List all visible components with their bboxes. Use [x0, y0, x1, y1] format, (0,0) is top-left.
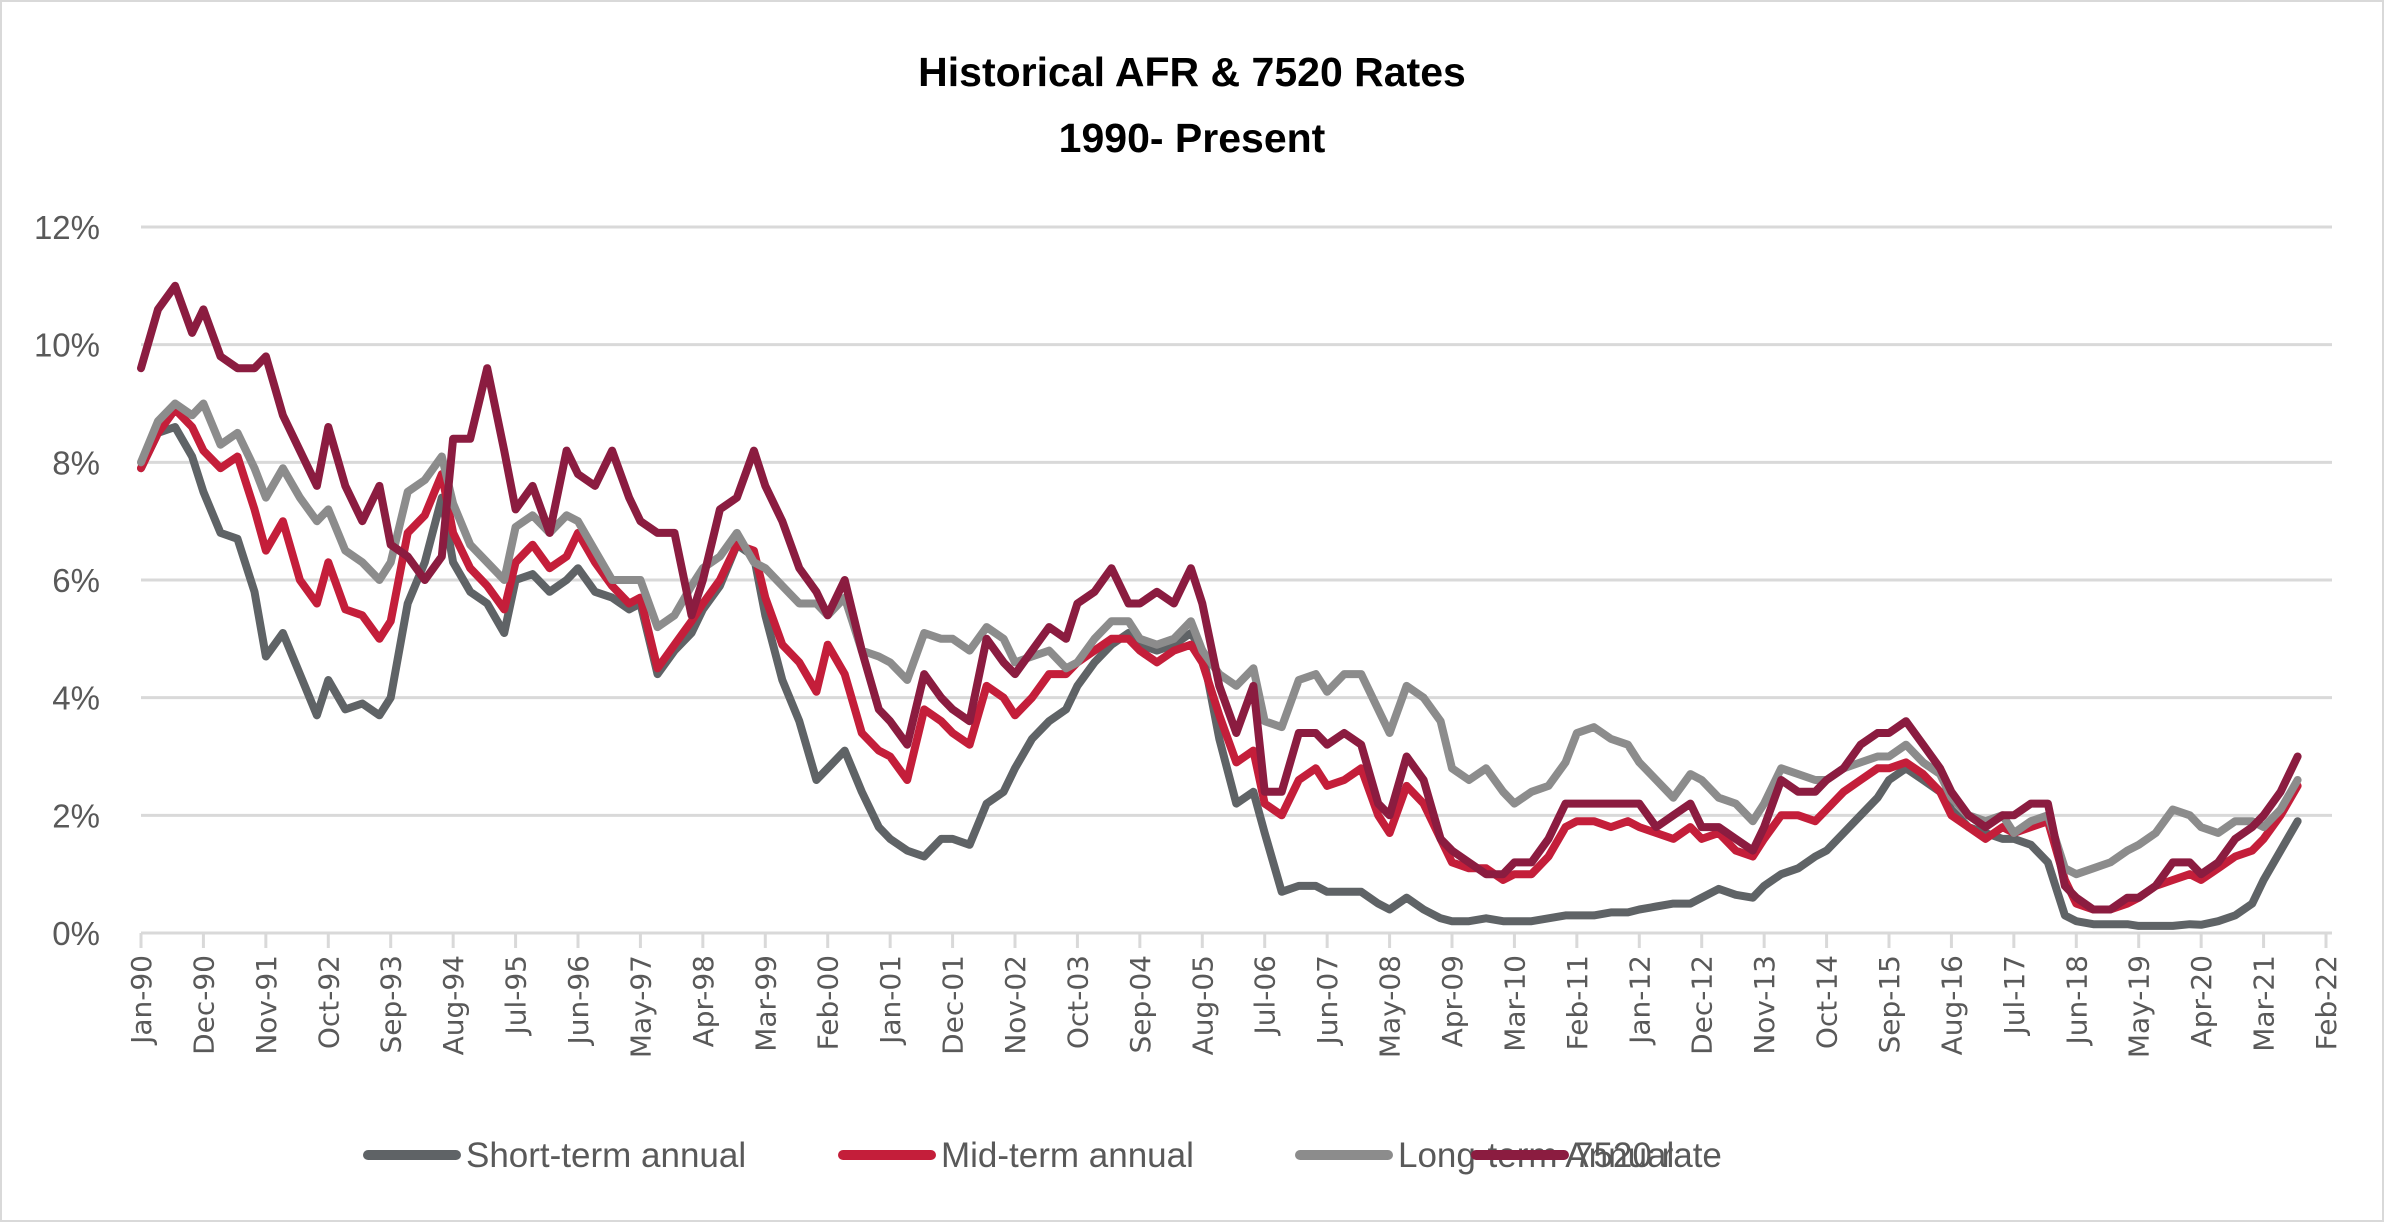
x-tick-label: Feb-22 — [2310, 955, 2343, 1050]
legend-label: Mid-term annual — [941, 1136, 1194, 1175]
x-tick-label: Nov-91 — [250, 955, 283, 1055]
x-tick-label: Mar-21 — [2248, 955, 2281, 1052]
series-lines — [137, 281, 2302, 930]
x-tick-label: Aug-16 — [1935, 955, 1968, 1055]
x-tick-label: Aug-05 — [1186, 955, 1219, 1055]
x-tick-label: Jan-01 — [874, 955, 907, 1046]
x-tick-label: Dec-90 — [187, 955, 220, 1055]
y-tick-label: 10% — [34, 327, 100, 364]
y-tick-label: 12% — [34, 209, 100, 246]
x-tick-label: Mar-10 — [1498, 955, 1531, 1052]
x-tick-label: Nov-02 — [999, 955, 1032, 1055]
x-tick-label: Jul-95 — [500, 955, 533, 1037]
x-tick-label: Aug-94 — [437, 955, 470, 1055]
y-tick-label: 6% — [52, 562, 100, 599]
x-tick-label: Apr-20 — [2185, 955, 2218, 1047]
legend-label: Short-term annual — [466, 1136, 746, 1175]
y-tick-label: 0% — [52, 915, 100, 952]
x-tick-label: Feb-11 — [1561, 955, 1594, 1050]
x-tick-label: Jul-17 — [1998, 955, 2031, 1037]
legend-item: 7520 rate — [1471, 1136, 1722, 1175]
x-tick-label: Oct-92 — [312, 955, 345, 1049]
chart-title: Historical AFR & 7520 Rates — [918, 49, 1466, 95]
series-line-long-term-annual — [137, 399, 2302, 879]
x-tick-label: Jan-12 — [1623, 955, 1656, 1046]
x-tick-label: Oct-14 — [1811, 955, 1844, 1049]
x-tick-label: Feb-00 — [812, 955, 845, 1050]
x-tick-label: Mar-99 — [749, 955, 782, 1052]
legend-label: 7520 rate — [1574, 1136, 1722, 1175]
x-tick-label: Jan-90 — [125, 955, 158, 1046]
x-tick-label: Jul-06 — [1249, 955, 1282, 1037]
y-tick-label: 2% — [52, 797, 100, 834]
x-tick-label: Jun-18 — [2060, 955, 2093, 1046]
x-axis: Jan-90 Dec-90 Nov-91 Oct-92 Sep-93 Aug-94 Jul-… — [125, 933, 2343, 1058]
chart-subtitle: 1990- Present — [1059, 115, 1326, 161]
x-tick-label: May-19 — [2123, 955, 2156, 1058]
legend-item: Short-term annual — [363, 1136, 746, 1175]
x-tick-label: Dec-12 — [1686, 955, 1719, 1055]
x-tick-label: Oct-03 — [1061, 955, 1094, 1049]
legend-item: Mid-term annual — [838, 1136, 1194, 1175]
x-tick-label: Sep-93 — [375, 955, 408, 1054]
x-tick-label: Apr-09 — [1436, 955, 1469, 1047]
x-tick-label: May-97 — [624, 955, 657, 1058]
x-tick-label: Dec-01 — [937, 955, 970, 1055]
x-tick-label: May-08 — [1374, 955, 1407, 1058]
series-line-7520-rate — [137, 281, 2302, 914]
x-tick-label: Sep-15 — [1873, 955, 1906, 1054]
y-tick-label: 4% — [52, 680, 100, 717]
x-tick-label: Apr-98 — [687, 955, 720, 1047]
x-tick-label: Jun-96 — [562, 955, 595, 1046]
series-line-mid-term-annual — [137, 405, 2302, 914]
y-tick-label: 8% — [52, 444, 100, 481]
x-tick-label: Sep-04 — [1124, 955, 1157, 1054]
x-tick-label: Nov-13 — [1748, 955, 1781, 1055]
x-tick-label: Jun-07 — [1311, 955, 1344, 1046]
y-axis-ticks: 0% 2% 4% 6% 8% 10% 12% — [34, 209, 100, 952]
